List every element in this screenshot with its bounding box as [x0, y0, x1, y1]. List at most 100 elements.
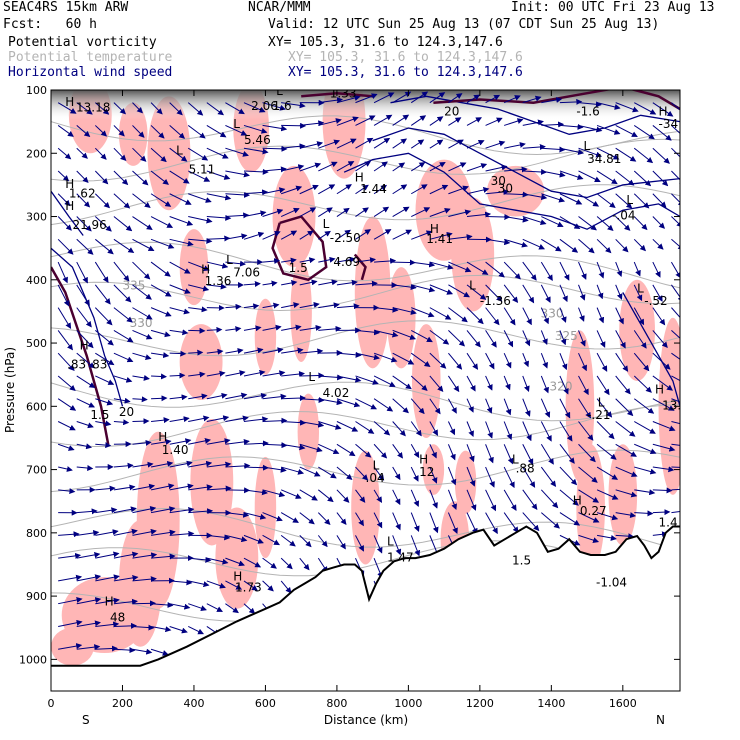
- wind-vector: [503, 284, 519, 303]
- wind-vector: [187, 102, 204, 116]
- pv-shade: [422, 444, 445, 495]
- wind-vector: [132, 552, 158, 559]
- wind-vector: [243, 464, 269, 471]
- wind-vector: [132, 284, 152, 300]
- wind-vector: [652, 352, 671, 370]
- pv-extremum-label: H: [105, 595, 114, 609]
- wind-vector: [578, 512, 600, 523]
- wind-vector: [94, 216, 112, 232]
- wind-vector: [336, 512, 347, 525]
- wind-vector: [95, 621, 120, 628]
- field-xy-theta: XY= 105.3, 31.6 to 124.3,147.6: [288, 50, 523, 65]
- wind-vector: [392, 375, 412, 390]
- wind-vector: [578, 330, 586, 347]
- wind-vector: [243, 281, 261, 287]
- wind-vector: [596, 238, 612, 254]
- wind-vector: [504, 118, 524, 126]
- wind-vector: [151, 553, 176, 560]
- wind-vector: [113, 462, 134, 469]
- wind-vector: [540, 261, 553, 282]
- wind-vector: [466, 398, 474, 413]
- wind-vector: [652, 487, 673, 494]
- wind-vector: [281, 395, 306, 402]
- wind-vector: [206, 461, 232, 468]
- wind-vector: [299, 120, 325, 127]
- wind-vector: [336, 466, 353, 480]
- wind-vector: [504, 238, 528, 248]
- wind-vector: [94, 170, 109, 185]
- pv-extremum-label: -1.6: [576, 104, 599, 118]
- wind-vector: [318, 230, 331, 240]
- wind-vector: [188, 626, 204, 635]
- wind-vector: [578, 443, 596, 463]
- wind-vector: [671, 375, 680, 382]
- wind-vector: [615, 147, 637, 162]
- wind-vector: [57, 216, 72, 231]
- wind-vector: [76, 261, 88, 284]
- pv-extremum-label: L: [308, 370, 315, 384]
- wind-vector: [652, 466, 675, 473]
- wind-vector: [522, 238, 546, 250]
- wind-vector: [429, 231, 453, 240]
- y-tick-label: 300: [26, 211, 47, 224]
- wind-vector: [504, 216, 529, 223]
- wind-vector: [225, 124, 248, 136]
- wind-vector: [169, 193, 192, 205]
- wind-vector: [522, 352, 529, 368]
- pv-contour: [271, 215, 328, 282]
- wind-vector: [541, 193, 566, 203]
- wind-vector: [466, 375, 476, 392]
- pv-extremum-label: -1.36: [480, 294, 511, 308]
- wind-vector: [596, 352, 608, 372]
- x-tick-label: 1000: [394, 697, 422, 710]
- wind-vector: [262, 231, 281, 240]
- wind-vector: [429, 162, 446, 172]
- wind-vector: [559, 238, 579, 253]
- pv-extremum-label: 13.18: [76, 101, 110, 115]
- wind-vector: [615, 512, 637, 519]
- wind-vector: [187, 147, 209, 161]
- wind-vector: [76, 170, 89, 184]
- wind-vector: [336, 489, 350, 503]
- wind-vector: [373, 421, 391, 436]
- wind-vector: [596, 284, 604, 300]
- wind-vector: [466, 330, 481, 348]
- wind-vector: [169, 307, 190, 315]
- wind-vector: [615, 330, 626, 349]
- wind-vector: [262, 280, 278, 287]
- wind-vector: [633, 170, 652, 187]
- wind-vector: [596, 421, 615, 440]
- wind-vector: [206, 603, 223, 612]
- pv-extremum-label: 1.33: [330, 87, 357, 101]
- pv-extremum-label: L: [176, 144, 183, 158]
- wind-vector: [243, 440, 269, 447]
- wind-vector: [225, 212, 250, 219]
- wind-vector: [188, 556, 212, 563]
- pv-extremum-label: H: [573, 493, 582, 507]
- pv-extremum-label: 30: [491, 174, 506, 188]
- wind-vector: [578, 466, 598, 483]
- wind-vector: [652, 193, 667, 208]
- wind-vector: [466, 466, 476, 487]
- wind-vector: [57, 284, 70, 307]
- wind-vector: [429, 489, 438, 509]
- wind-vector: [95, 352, 115, 366]
- wind-vector: [57, 443, 75, 451]
- wind-vector: [113, 193, 131, 209]
- wind-vector: [670, 261, 680, 279]
- wind-vector: [410, 91, 429, 104]
- wind-vector: [95, 420, 112, 427]
- wind-vector: [355, 443, 372, 458]
- wind-vector: [169, 438, 192, 445]
- wind-vector: [503, 466, 515, 489]
- wind-vector: [76, 443, 93, 450]
- wind-vector: [448, 307, 468, 323]
- wind-vector: [336, 279, 358, 286]
- wind-vector: [206, 415, 230, 422]
- theta-label: 330: [541, 307, 564, 321]
- pv-extremum-label: H: [655, 383, 664, 397]
- wind-vector: [76, 644, 101, 651]
- wind-vector: [76, 398, 96, 408]
- wind-vector: [596, 398, 613, 418]
- wind-vector: [634, 489, 656, 496]
